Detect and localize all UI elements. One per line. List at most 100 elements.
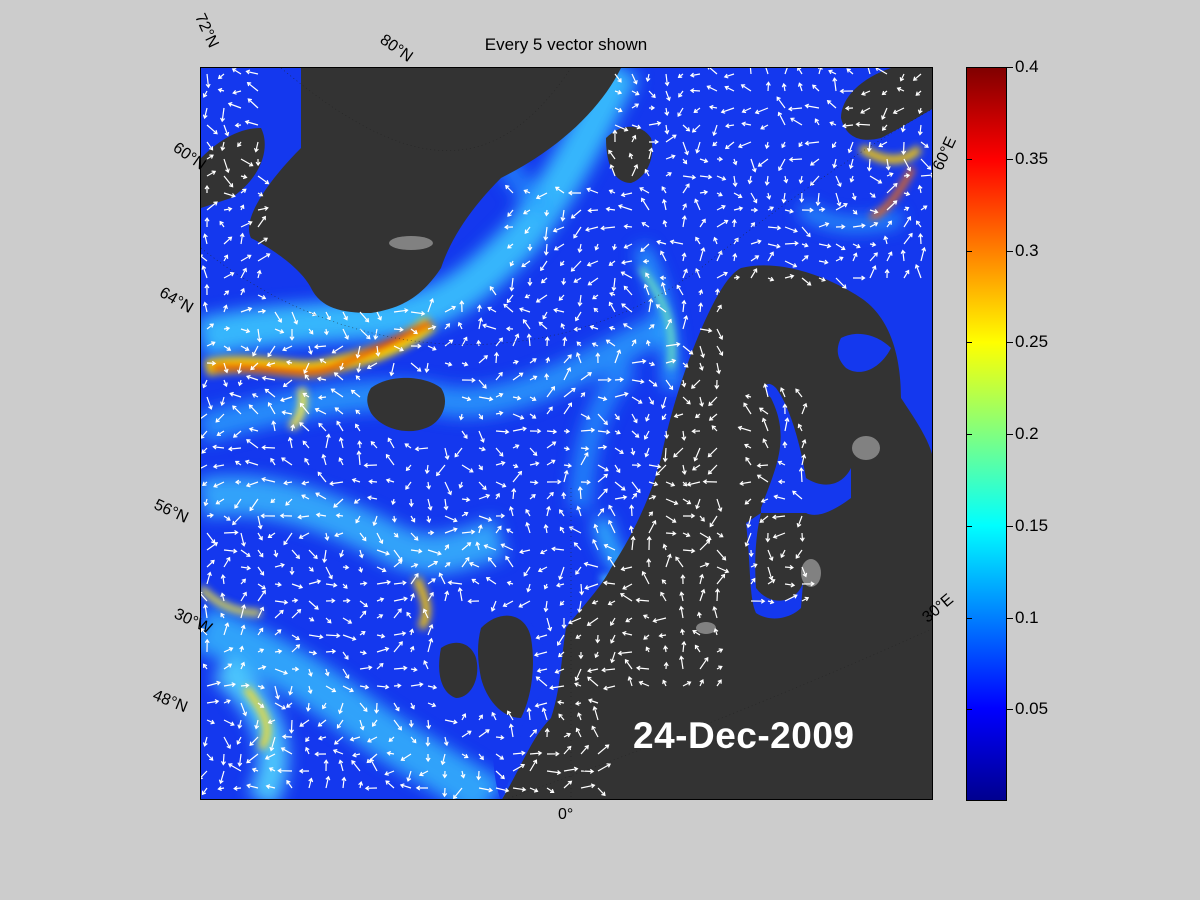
current-vector-arrow [245,481,259,488]
colorbar [966,67,1007,801]
current-vector-arrow [712,124,718,137]
current-vector-arrow [423,660,429,670]
current-vector-arrow [639,187,650,194]
current-vector-arrow [591,599,599,605]
current-vector-arrow [256,328,262,343]
current-vector-arrow [716,175,727,181]
current-vector-arrow [623,223,633,229]
current-vector-arrow [240,578,247,585]
current-vector-arrow [325,582,338,588]
current-vector-arrow [424,362,430,373]
current-vector-arrow [665,358,677,364]
current-vector-arrow [875,68,888,75]
current-vector-arrow [257,665,267,670]
current-vector-arrow [682,124,691,132]
current-vector-arrow [595,352,601,364]
current-vector-arrow [611,277,617,292]
current-vector-arrow [246,783,259,789]
current-vector-arrow [257,589,266,602]
current-vector-arrow [681,379,687,388]
current-vector-arrow [495,337,503,347]
current-vector-arrow [648,361,656,367]
greenland-landmass [249,68,621,313]
current-vector-arrow [533,651,548,657]
current-vector-arrow [694,198,701,211]
current-vector-arrow [444,361,453,367]
current-vector-arrow [223,663,233,670]
current-vector-arrow [461,713,467,721]
current-vector-arrow [761,417,769,432]
current-vector-arrow [512,444,520,449]
current-vector-arrow [846,68,854,75]
current-vector-arrow [648,139,659,145]
current-vector-arrow [801,596,810,602]
current-vector-arrow [525,508,531,517]
current-vector-arrow [852,243,861,249]
current-vector-arrow [592,538,599,551]
current-vector-arrow [563,463,573,469]
current-vector-arrow [693,447,701,462]
current-vector-arrow [527,277,533,287]
current-vector-arrow [886,251,893,262]
current-vector-arrow [716,192,723,197]
current-vector-arrow [478,729,490,738]
current-vector-arrow [617,650,633,656]
current-vector-arrow [359,684,370,690]
graticule [201,68,932,799]
current-vector-arrow [698,289,704,296]
current-vector-arrow [733,206,744,212]
current-vector-arrow [461,497,471,503]
current-vector-arrow [591,725,599,738]
current-vector-arrow [605,339,616,347]
current-vector-arrow [903,232,913,245]
current-vector-arrow [248,427,259,432]
current-vector-arrow [223,362,229,374]
current-vector-arrow [798,175,804,184]
current-vector-arrow [665,498,679,506]
map-canvas [201,68,932,799]
current-vector-arrow [444,481,452,496]
current-vector-arrow [317,395,327,400]
current-vector-arrow [867,68,871,75]
current-vector-arrow [240,254,252,262]
current-vector-arrow [256,269,262,279]
current-vector-arrow [631,73,638,85]
current-vector-arrow [223,175,234,188]
current-vector-arrow [812,84,820,92]
current-vector-arrow [917,124,923,136]
current-vector-arrow [660,281,667,296]
current-vector-arrow [223,236,233,245]
current-vector-arrow [716,328,724,340]
current-vector-arrow [239,204,245,211]
current-vector-arrow [699,588,706,602]
current-vector-arrow [886,182,898,194]
current-vector-arrow [568,526,582,534]
current-vector-arrow [796,515,803,528]
current-vector-arrow [631,462,642,468]
current-vector-arrow [835,175,842,188]
current-vector-arrow [777,460,786,466]
current-vector-arrow [546,406,553,415]
current-vector-arrow [201,413,208,419]
current-vector-arrow [546,479,562,485]
current-vector-arrow [917,184,923,194]
colorbar-tick-label: 0.3 [1015,241,1039,260]
current-vector-arrow [264,753,276,760]
current-vector-arrow [682,174,697,180]
current-vector-arrow [561,277,567,286]
current-vector-arrow [223,272,235,279]
current-vector-arrow [711,425,718,432]
current-vector-arrow [257,627,264,636]
current-vector-arrow [353,498,361,504]
current-vector-arrow [453,787,463,799]
current-vector-arrow [561,618,567,629]
current-vector-arrow [732,175,738,188]
current-vector-arrow [645,413,650,422]
current-vector-arrow [619,593,633,602]
current-vector-arrow [267,401,276,415]
current-vector-arrow [506,580,514,586]
current-vector-arrow [461,511,469,517]
current-vector-arrow [662,447,668,463]
current-vector-arrow [610,617,616,627]
current-vector-arrow [603,543,616,551]
